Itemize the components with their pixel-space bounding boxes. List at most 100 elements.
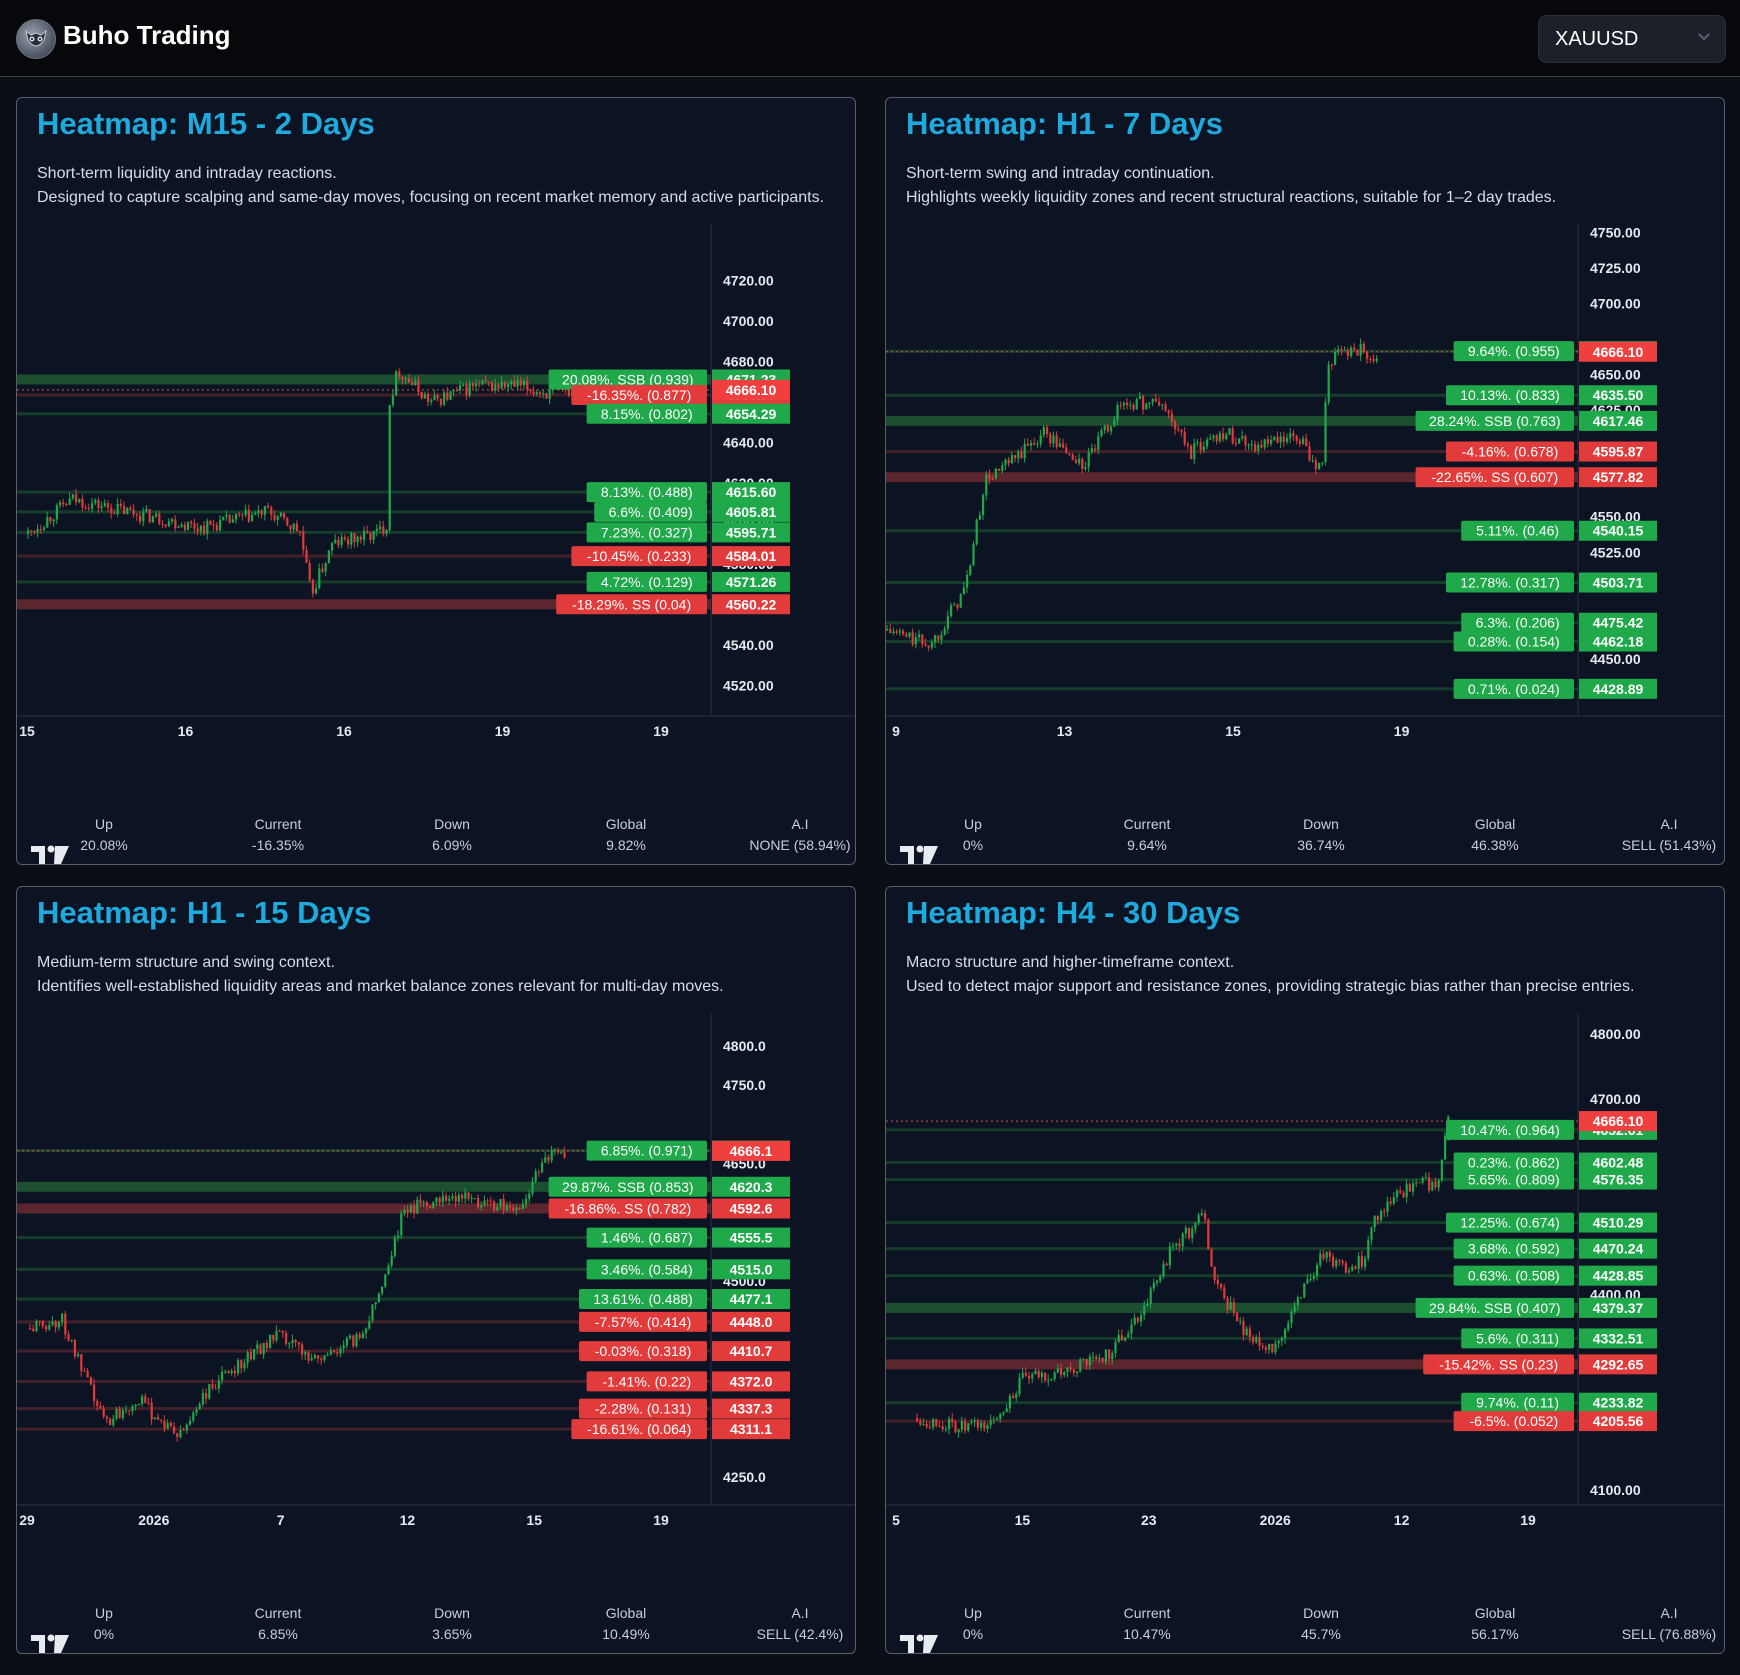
candle-body: [557, 1149, 560, 1153]
zone-label: -1.41%. (0.22): [602, 1373, 691, 1389]
zone-price-tag-box: [1579, 467, 1657, 488]
y-tick-label: 4750.0: [723, 1077, 766, 1093]
candle-body: [353, 532, 356, 543]
zone-label: 6.6%. (0.409): [609, 504, 693, 520]
candle-body: [413, 1205, 416, 1214]
candle-body: [257, 510, 260, 514]
candle-body: [1052, 435, 1055, 444]
liquidity-zone-band: [886, 1302, 1578, 1313]
symbol-select[interactable]: XAUUSD: [1538, 15, 1726, 63]
candle-body: [119, 503, 122, 506]
candle-body: [313, 1355, 316, 1359]
zone-price-tag: 4571.26: [726, 574, 777, 590]
tradingview-logo-icon[interactable]: [900, 844, 940, 865]
candle-body: [65, 504, 68, 506]
candle-body: [960, 1421, 963, 1430]
candle-body: [385, 529, 388, 534]
candle-body: [1226, 1298, 1229, 1310]
candle-body: [345, 1338, 348, 1346]
current-price-tag: 4666.1: [730, 1143, 773, 1159]
zone-label-box: [1461, 520, 1574, 541]
candle-body: [112, 1418, 115, 1425]
candle-body: [1239, 1320, 1242, 1322]
zone-price-tag-box: [1579, 1212, 1657, 1233]
candle-body: [1357, 1256, 1360, 1269]
zone-price-tag-box: [1579, 1392, 1657, 1413]
candle-body: [279, 512, 282, 517]
liquidity-zone-band: [886, 1221, 1578, 1225]
candle-body: [347, 539, 350, 545]
candle-body: [1434, 1181, 1437, 1188]
candle-body: [1437, 1180, 1440, 1188]
candle-body: [1287, 1323, 1290, 1330]
zone-label: 10.13%. (0.833): [1460, 387, 1560, 403]
candle-body: [938, 1425, 941, 1427]
candle-body: [1074, 459, 1077, 464]
candle-body: [288, 1343, 291, 1345]
chart-area[interactable]: 4800.0 4750.0 4650.0 4500.0 4250.0 29 2026 7 12 1…: [17, 1013, 855, 1653]
candle-body: [1424, 1177, 1427, 1179]
candle-body: [121, 1410, 124, 1418]
candle-body: [333, 1350, 336, 1353]
zone-label: 12.78%. (0.317): [1460, 575, 1560, 591]
candle-body: [126, 507, 129, 515]
candle-body: [1300, 1297, 1303, 1299]
candle-body: [379, 526, 382, 529]
zone-price-tag: 4617.46: [1593, 413, 1644, 429]
zone-price-tag-box: [1579, 631, 1657, 652]
candle-body: [1068, 453, 1071, 455]
candle-body: [115, 1408, 118, 1419]
liquidity-zone-band: [17, 412, 711, 416]
candle-body: [327, 550, 330, 564]
candle-body: [1255, 1337, 1258, 1343]
candle-body: [953, 604, 956, 606]
candle-body: [1116, 405, 1119, 420]
candle-body: [1263, 439, 1266, 448]
candle-body: [189, 1420, 192, 1425]
candle-body: [429, 1205, 432, 1208]
candle-body: [352, 1335, 355, 1347]
stats-row: Up 0% Current 9.64% Down 36.74% Global 46.38…: [886, 816, 1724, 862]
chart-area[interactable]: 4800.00 4700.00 4400.00 4100.00 5 15 23 2026 12 1…: [886, 1013, 1724, 1653]
chart-area[interactable]: 4720.004700.004680.004660.004640.004620.…: [17, 224, 855, 864]
liquidity-zone-band: [17, 1320, 711, 1324]
candle-body: [1343, 350, 1346, 352]
candle-body: [1117, 1335, 1120, 1343]
candle-body: [381, 1286, 384, 1294]
zone-price-tag: 4620.3: [730, 1179, 773, 1195]
zone-label-box: [1415, 467, 1574, 488]
candle-body: [1114, 1342, 1117, 1354]
candle-body: [454, 1195, 457, 1202]
chart-area[interactable]: 4750.00 4725.00 4700.00 4650.00 4625.00 4550.…: [886, 224, 1724, 864]
candle-body: [190, 521, 193, 524]
candle-body: [1053, 1372, 1056, 1380]
candle-body: [1231, 428, 1234, 444]
candle-body: [471, 383, 474, 387]
candle-body: [1322, 1253, 1325, 1259]
candle-body: [1234, 443, 1237, 445]
zone-label: 8.13%. (0.488): [601, 484, 693, 500]
candle-body: [1002, 1412, 1005, 1414]
candle-body: [36, 529, 39, 533]
candle-body: [206, 520, 209, 534]
candle-body: [349, 1335, 352, 1339]
candle-body: [1215, 435, 1218, 441]
zone-label: 29.87%. SSB (0.853): [562, 1179, 694, 1195]
candle-body: [1386, 1201, 1389, 1212]
candle-body: [1225, 434, 1228, 440]
stat-up: Up 0%: [93, 1605, 115, 1642]
candle-body: [545, 393, 548, 399]
candle-body: [158, 513, 161, 524]
candle-body: [78, 498, 81, 503]
candle-body: [1079, 1359, 1082, 1372]
tradingview-logo-icon[interactable]: [900, 1633, 940, 1654]
candle-body: [1033, 442, 1036, 445]
zone-label-box: [586, 482, 707, 503]
candle-body: [1282, 436, 1285, 442]
candle-body: [985, 474, 988, 496]
candle-body: [145, 509, 148, 512]
tradingview-logo-icon[interactable]: [31, 1633, 71, 1654]
tradingview-logo-icon[interactable]: [31, 844, 71, 865]
candle-body: [1248, 1328, 1251, 1338]
candle-body: [1340, 349, 1343, 351]
